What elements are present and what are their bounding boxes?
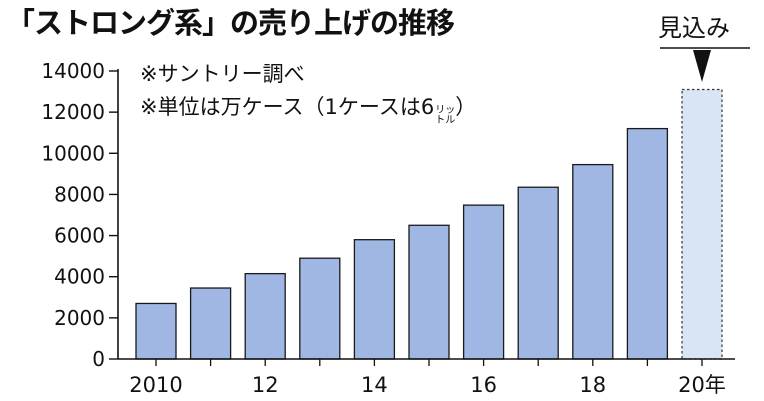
bar-2019 xyxy=(626,127,669,360)
x-tick-label: 2010 xyxy=(129,373,182,397)
unit-note-ruby-top: リッ xyxy=(435,105,456,116)
forecast-marker-arrow xyxy=(693,50,711,82)
bar-2011 xyxy=(189,287,232,360)
bar-2012 xyxy=(244,272,286,360)
x-tick-label: 18 xyxy=(579,373,606,397)
y-tick-label: 0 xyxy=(92,347,105,371)
y-tick-label: 6000 xyxy=(54,224,105,248)
y-tick-label: 14000 xyxy=(41,59,105,83)
unit-note: ※単位は万ケース（1ケースは6 リッ トル） xyxy=(140,91,476,126)
y-tick-label: 2000 xyxy=(54,306,105,330)
y-tick-label: 4000 xyxy=(54,265,105,289)
x-tick-label: 12 xyxy=(252,373,279,397)
source-note: ※サントリー調べ xyxy=(140,62,305,86)
y-tick-label: 12000 xyxy=(41,100,105,124)
bar-2016 xyxy=(462,204,505,360)
chart-title: 「ストロング系」の売り上げの推移 xyxy=(6,6,455,40)
forecast-label: 見込み xyxy=(658,14,730,42)
unit-note-ruby-bottom: トル xyxy=(435,115,456,126)
x-tick-label: 20年 xyxy=(678,373,726,397)
bar-2018 xyxy=(572,163,614,360)
x-tick-label: 14 xyxy=(361,373,388,397)
bar-2015 xyxy=(408,224,450,360)
y-tick-label: 8000 xyxy=(54,182,105,206)
unit-note-main: ※単位は万ケース（1ケースは6 xyxy=(140,95,435,119)
unit-note-close: ） xyxy=(455,95,477,119)
y-tick-label: 10000 xyxy=(41,141,105,165)
bar-2020-forecast xyxy=(681,88,723,360)
unit-note-ruby: リッ トル xyxy=(435,106,455,126)
x-tick-label: 16 xyxy=(470,373,497,397)
bar-2014 xyxy=(353,239,396,360)
bar-2010 xyxy=(135,302,177,360)
bar-2013 xyxy=(299,257,341,360)
bar-2017 xyxy=(517,186,559,360)
